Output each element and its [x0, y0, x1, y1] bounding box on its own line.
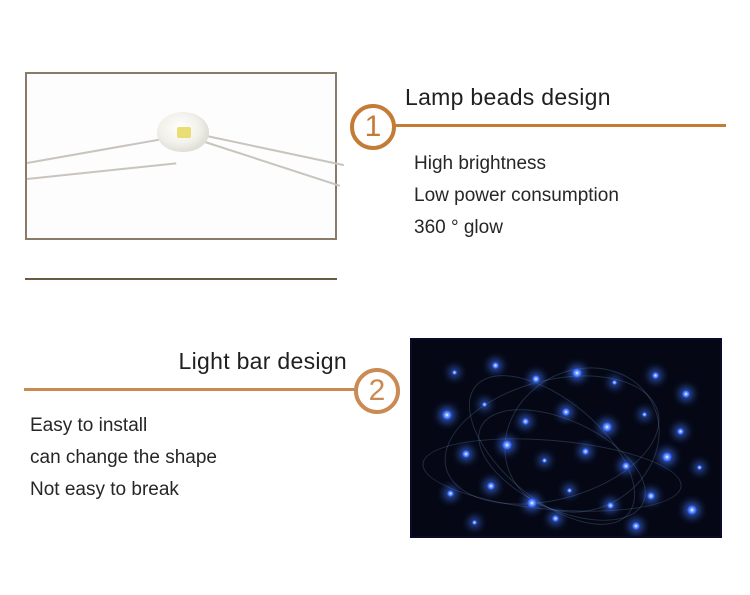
- light-bar-illustration: [410, 338, 722, 538]
- number-badge: 1: [350, 104, 396, 150]
- feature-list: Easy to install can change the shape Not…: [30, 410, 217, 506]
- feature-item: can change the shape: [30, 442, 217, 474]
- feature-item: 360 ° glow: [414, 212, 619, 244]
- section-title: Lamp beads design: [405, 84, 611, 111]
- feature-item: Low power consumption: [414, 180, 619, 212]
- section-title: Light bar design: [179, 348, 347, 375]
- feature-list: High brightness Low power consumption 36…: [414, 148, 619, 244]
- image-underline: [25, 278, 337, 280]
- badge-number: 1: [365, 110, 382, 144]
- title-rule: [24, 388, 356, 391]
- title-rule: [394, 124, 726, 127]
- feature-item: Easy to install: [30, 410, 217, 442]
- lamp-bead-illustration: [25, 72, 337, 240]
- number-badge: 2: [354, 368, 400, 414]
- feature-item: High brightness: [414, 148, 619, 180]
- badge-number: 2: [369, 374, 386, 408]
- feature-item: Not easy to break: [30, 474, 217, 506]
